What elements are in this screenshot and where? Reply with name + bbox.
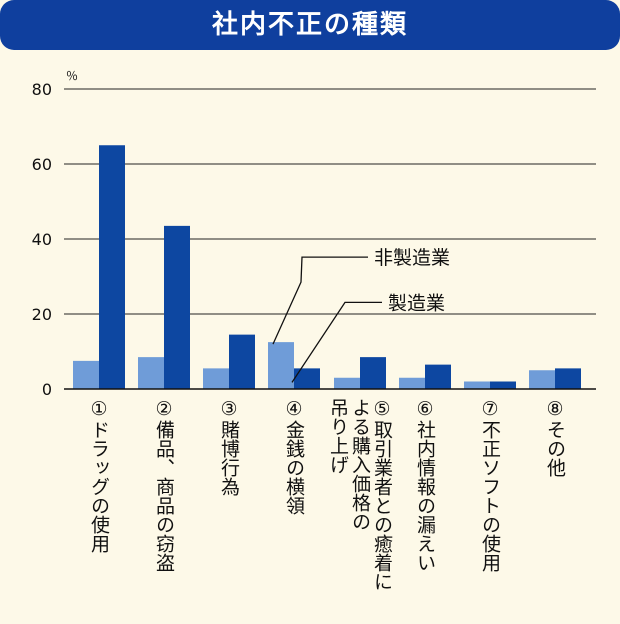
bar-manufacturing — [294, 368, 320, 389]
x-tick-label: ③賭博行為 — [218, 398, 240, 496]
bar-non-manufacturing — [268, 342, 294, 389]
bar-non-manufacturing — [203, 368, 229, 389]
legend-leader-manufacturing — [291, 301, 382, 383]
y-tick-label: 20 — [32, 305, 52, 324]
chart-title: 社内不正の種類 — [211, 10, 408, 40]
x-tick-label: ⑥社内情報の漏えい — [414, 398, 436, 572]
legend-leader-non-manufacturing — [272, 256, 368, 345]
bar-non-manufacturing — [529, 370, 555, 389]
x-tick-label: ④金銭の横領 — [283, 398, 305, 515]
legend-label-manufacturing: 製造業 — [388, 292, 445, 314]
legend-label-non-manufacturing: 非製造業 — [374, 247, 450, 269]
y-tick-label: 60 — [32, 155, 52, 174]
y-tick-label: 80 — [32, 80, 52, 99]
bar-manufacturing — [425, 364, 451, 389]
bar-manufacturing — [99, 145, 125, 389]
x-tick-label: ⑦不正ソフトの使用 — [479, 398, 501, 572]
bar-manufacturing — [555, 368, 581, 389]
x-tick-label: ①ドラッグの使用 — [88, 398, 110, 553]
x-tick-label: ②備品、商品の窃盗 — [153, 398, 175, 572]
y-tick-label: 0 — [42, 380, 52, 399]
bar-non-manufacturing — [464, 381, 490, 389]
bar-manufacturing — [229, 334, 255, 389]
x-tick-label: ⑤取引業者との癒着に よる購入価格の 吊り上げ — [327, 398, 393, 591]
title-bar — [0, 0, 620, 50]
x-tick-label: ⑧その他 — [544, 398, 566, 477]
y-tick-label: 40 — [32, 230, 52, 249]
bar-non-manufacturing — [138, 357, 164, 389]
bar-non-manufacturing — [73, 360, 99, 389]
y-axis-unit: ％ — [66, 69, 78, 83]
bar-non-manufacturing — [334, 377, 360, 389]
bar-manufacturing — [490, 381, 516, 389]
bar-manufacturing — [164, 225, 190, 389]
bar-non-manufacturing — [399, 377, 425, 389]
bar-manufacturing — [360, 357, 386, 389]
